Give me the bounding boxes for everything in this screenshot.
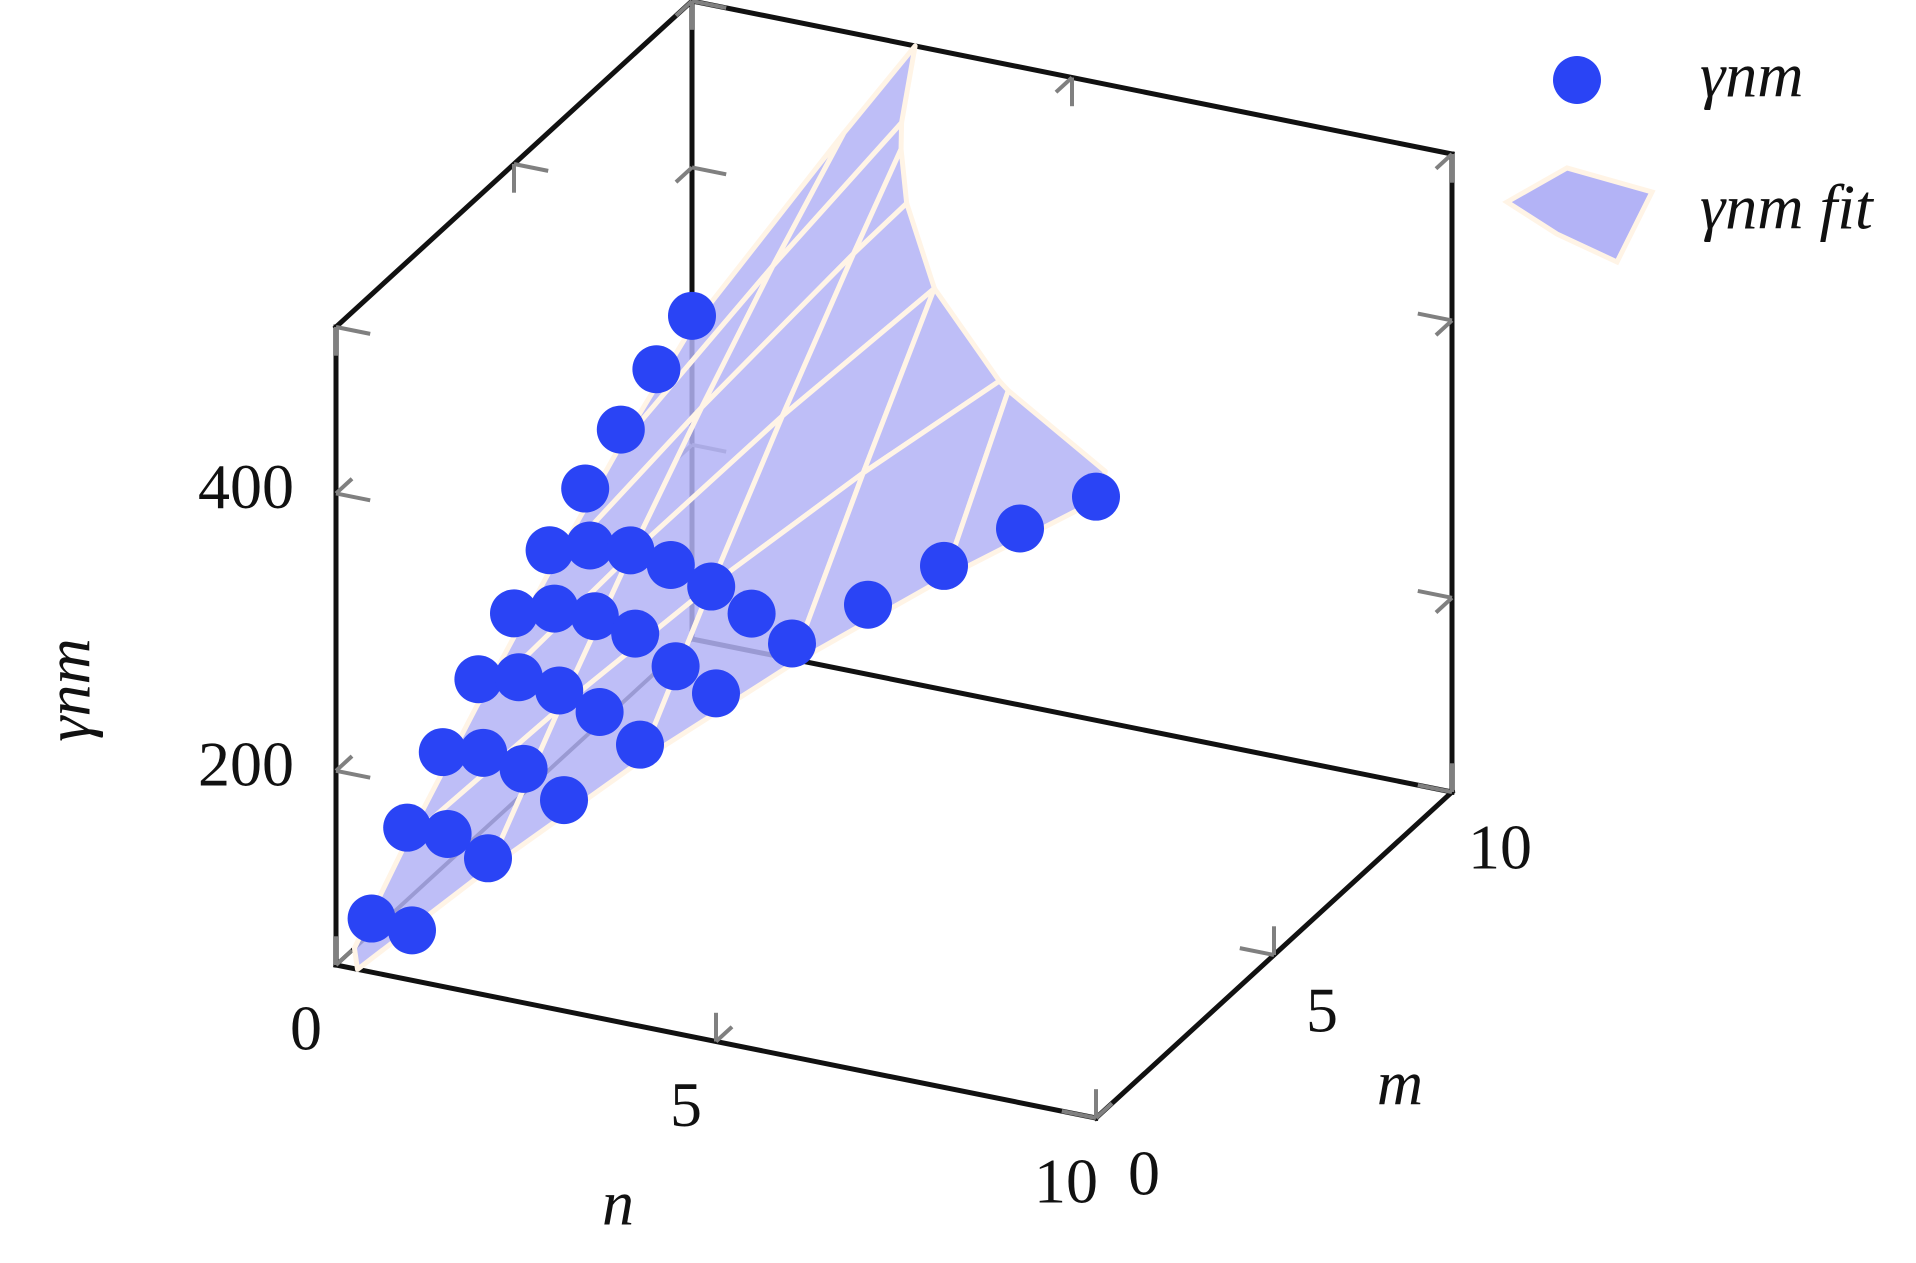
y-axis-label: m [1377, 1048, 1423, 1119]
tick-mark [674, 165, 694, 184]
data-point [383, 803, 432, 852]
data-point [464, 834, 512, 883]
z-tick-label: 200 [198, 729, 294, 800]
data-point [490, 589, 538, 638]
data-point [606, 526, 655, 575]
legend-label: γnm fit [1700, 172, 1875, 243]
data-point [920, 541, 968, 590]
tick-mark [1434, 152, 1454, 171]
tick-mark [513, 162, 549, 173]
tick-mark [1434, 596, 1454, 614]
tick-mark [334, 948, 354, 967]
tick-mark [1094, 1101, 1114, 1120]
y-tick-label: 10 [1468, 812, 1532, 883]
data-point [692, 669, 740, 718]
surface-patch [789, 378, 1011, 667]
tick-mark [334, 754, 354, 773]
data-point [347, 894, 396, 943]
tick-mark [335, 325, 371, 336]
data-point [1072, 472, 1120, 521]
tick-mark [714, 1025, 734, 1043]
box-edge [689, 636, 1455, 795]
tick-mark [1239, 946, 1275, 957]
tick-mark [335, 491, 371, 503]
legend-label: γnm [1700, 40, 1803, 111]
legend-marker [1502, 165, 1656, 266]
data-point [651, 642, 700, 691]
y-tick-label: 0 [1128, 1138, 1160, 1209]
x-axis-label: n [602, 1168, 634, 1239]
data-point [570, 592, 619, 641]
data-point [561, 464, 610, 513]
data-point [668, 291, 716, 340]
x-tick-label: 0 [290, 993, 322, 1064]
tick-mark [1061, 1109, 1097, 1120]
data-point [566, 521, 614, 570]
tick-mark [691, 0, 727, 10]
data-point [844, 580, 892, 629]
data-point [646, 540, 695, 589]
data-point [454, 655, 503, 704]
data-point [535, 666, 584, 715]
data-point [575, 688, 624, 737]
x-tick-label: 10 [1034, 1146, 1098, 1217]
data-point [616, 720, 664, 769]
data-point [418, 728, 467, 777]
data-point [423, 809, 472, 858]
surface-patch [941, 388, 1108, 581]
tick-mark [335, 768, 371, 780]
z-axis-label: γnm [33, 638, 104, 741]
tick-mark [691, 165, 727, 177]
data-point [996, 504, 1044, 553]
legend-marker [1553, 56, 1601, 104]
tick-mark [674, 0, 694, 18]
data-point [687, 562, 736, 611]
data-point [611, 609, 660, 658]
tick-mark [1434, 318, 1454, 337]
data-point [632, 345, 681, 394]
data-point [530, 584, 579, 633]
y-tick-label: 5 [1306, 975, 1338, 1046]
data-point [494, 653, 543, 702]
tick-mark [1417, 588, 1453, 600]
tick-mark [1054, 76, 1074, 94]
data-point [499, 744, 548, 793]
data-point [525, 526, 574, 575]
data-point [388, 906, 436, 955]
data-point [596, 405, 645, 454]
z-tick-label: 400 [198, 451, 294, 522]
tick-mark [334, 477, 354, 495]
tick-mark [1417, 783, 1453, 794]
data-point [540, 776, 588, 825]
data-point [727, 589, 776, 638]
data-point [459, 728, 508, 777]
x-tick-label: 5 [670, 1069, 702, 1140]
data-point [768, 619, 816, 668]
tick-mark [1417, 311, 1453, 323]
